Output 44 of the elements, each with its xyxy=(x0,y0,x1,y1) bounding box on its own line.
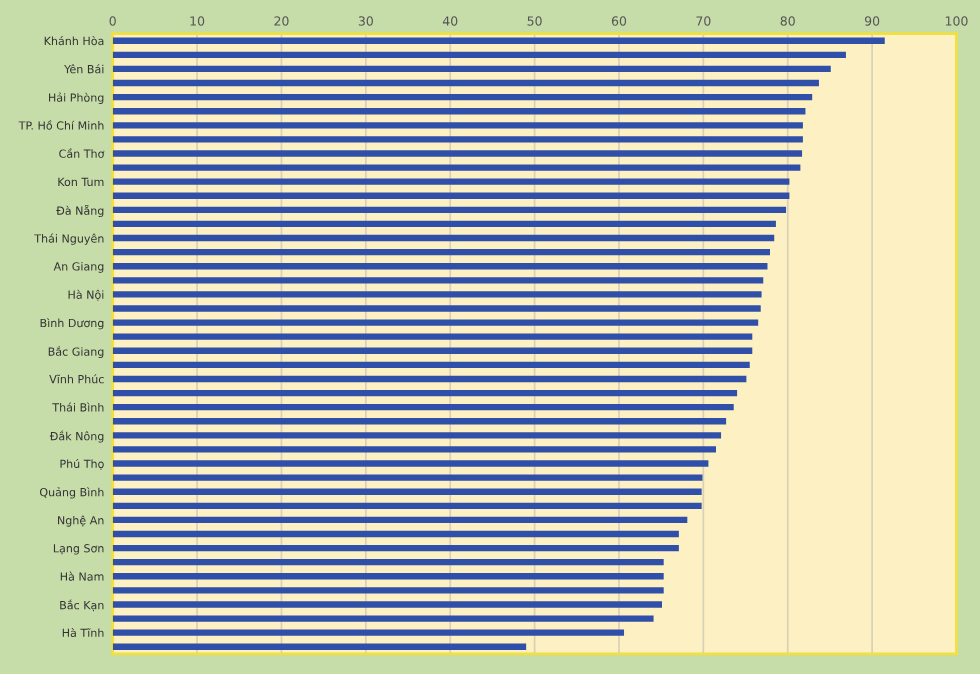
bar xyxy=(112,150,803,157)
bar xyxy=(112,488,702,495)
bar xyxy=(112,122,803,129)
bar xyxy=(112,587,664,594)
bar xyxy=(112,206,787,214)
bar xyxy=(112,375,747,383)
bar xyxy=(112,573,664,580)
bar xyxy=(112,530,679,538)
bar xyxy=(112,601,662,608)
bar xyxy=(112,37,885,44)
bar xyxy=(112,361,750,369)
bar xyxy=(112,234,775,242)
bar xyxy=(112,629,625,636)
bar xyxy=(112,389,738,397)
bar xyxy=(112,51,846,59)
bar xyxy=(112,305,761,312)
bar xyxy=(112,319,759,326)
bar xyxy=(112,615,654,622)
bar xyxy=(112,516,688,524)
bar xyxy=(112,446,716,453)
bar xyxy=(112,347,753,354)
bar xyxy=(112,108,806,115)
bar xyxy=(112,178,790,185)
bar xyxy=(112,248,770,256)
bar xyxy=(112,263,768,270)
bar xyxy=(112,544,679,552)
bar xyxy=(112,79,819,87)
bar xyxy=(112,418,727,425)
bar xyxy=(112,277,764,284)
bar xyxy=(112,333,753,340)
bar xyxy=(112,93,813,101)
bar xyxy=(112,65,831,73)
bar xyxy=(112,474,703,481)
bar xyxy=(112,559,664,566)
bar xyxy=(112,136,803,143)
bar xyxy=(112,291,762,298)
bar xyxy=(112,164,801,171)
bar xyxy=(112,502,702,509)
bar xyxy=(112,460,709,467)
bar xyxy=(112,220,776,228)
bar xyxy=(112,192,790,199)
bar xyxy=(112,403,734,411)
bar xyxy=(112,432,722,439)
bar xyxy=(112,643,527,650)
